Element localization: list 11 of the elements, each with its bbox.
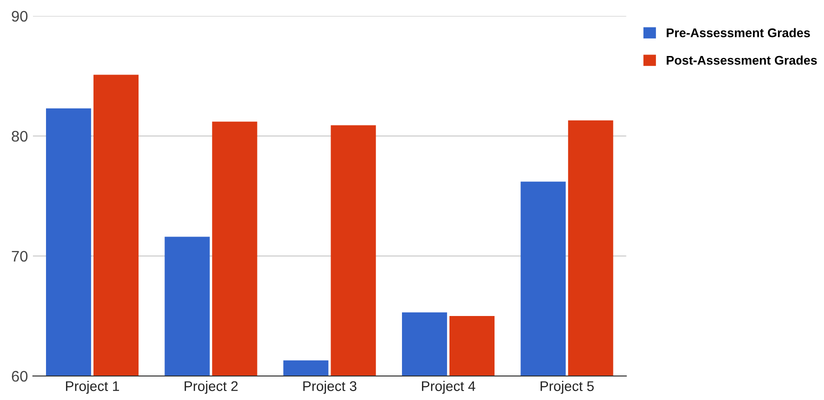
y-tick-label: 80 bbox=[12, 130, 28, 142]
x-tick-label: Project 4 bbox=[422, 380, 476, 394]
legend-label: Pre-Assessment Grades bbox=[666, 28, 810, 38]
x-tick-label: Project 1 bbox=[66, 380, 120, 394]
x-tick-label: Project 3 bbox=[303, 380, 356, 394]
x-tick-label: Project 2 bbox=[184, 380, 238, 394]
legend-label: Post-Assessment Grades bbox=[666, 56, 817, 65]
y-tick-label: 70 bbox=[12, 250, 28, 262]
x-tick-label: Project 5 bbox=[540, 380, 594, 394]
y-tick-label: 60 bbox=[12, 370, 28, 382]
y-tick-label: 90 bbox=[12, 10, 28, 22]
